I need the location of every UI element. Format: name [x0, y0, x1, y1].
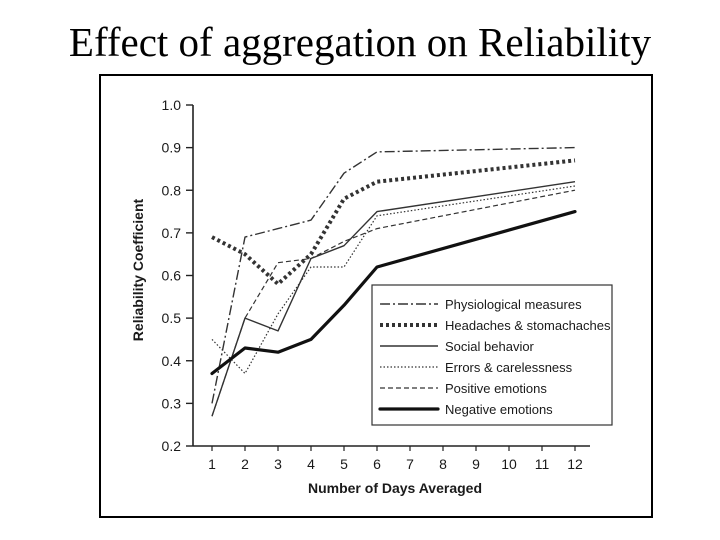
series-lines [210, 146, 577, 417]
y-tick-label: 0.7 [162, 225, 182, 241]
y-axis-title: Reliability Coefficient [130, 198, 146, 341]
series-line-negative-emotions [210, 210, 577, 376]
x-tick-label: 3 [274, 456, 282, 472]
axes: 0.20.30.40.50.60.70.80.91.01 2 3 4 5 6 7 8 9 10 11… [130, 97, 590, 496]
legend-label: Physiological measures [445, 297, 582, 312]
x-tick-label: 1 [208, 456, 216, 472]
series-line-physiological-measures [211, 146, 576, 404]
legend-label: Positive emotions [445, 381, 547, 396]
x-tick-label: 2 [241, 456, 249, 472]
x-tick-label: 11 [535, 456, 550, 472]
x-tick-label: 5 [340, 456, 348, 472]
y-tick-label: 0.6 [162, 268, 182, 284]
y-tick-label: 0.2 [162, 438, 182, 454]
series-line-errors-carelessness [211, 185, 576, 375]
x-tick-label: 12 [567, 456, 583, 472]
legend-label: Errors & carelessness [445, 360, 573, 375]
y-tick-label: 0.9 [162, 140, 182, 156]
x-tick-label: 9 [472, 456, 480, 472]
legend: Physiological measures Headaches & stomac… [371, 284, 613, 426]
y-tick-label: 0.3 [162, 395, 182, 411]
x-tick-label: 10 [501, 456, 517, 472]
series-line-positive-emotions [211, 189, 576, 417]
y-tick-label: 0.4 [162, 353, 182, 369]
y-tick-label: 0.8 [162, 182, 182, 198]
legend-label: Headaches & stomachaches [445, 318, 611, 333]
y-tick-label: 0.5 [162, 310, 182, 326]
slide-title: Effect of aggregation on Reliability [68, 19, 652, 65]
legend-box [371, 284, 613, 426]
x-axis-title: Number of Days Averaged [308, 480, 482, 496]
x-tick-label: 4 [307, 456, 315, 472]
x-tick-label: 6 [373, 456, 381, 472]
x-tick-label: 8 [439, 456, 447, 472]
legend-label: Social behavior [445, 339, 535, 354]
legend-label: Negative emotions [445, 402, 553, 417]
x-tick-label: 7 [406, 456, 414, 472]
series-line-headaches-stomachaches [211, 158, 576, 286]
y-tick-label: 1.0 [162, 97, 182, 113]
